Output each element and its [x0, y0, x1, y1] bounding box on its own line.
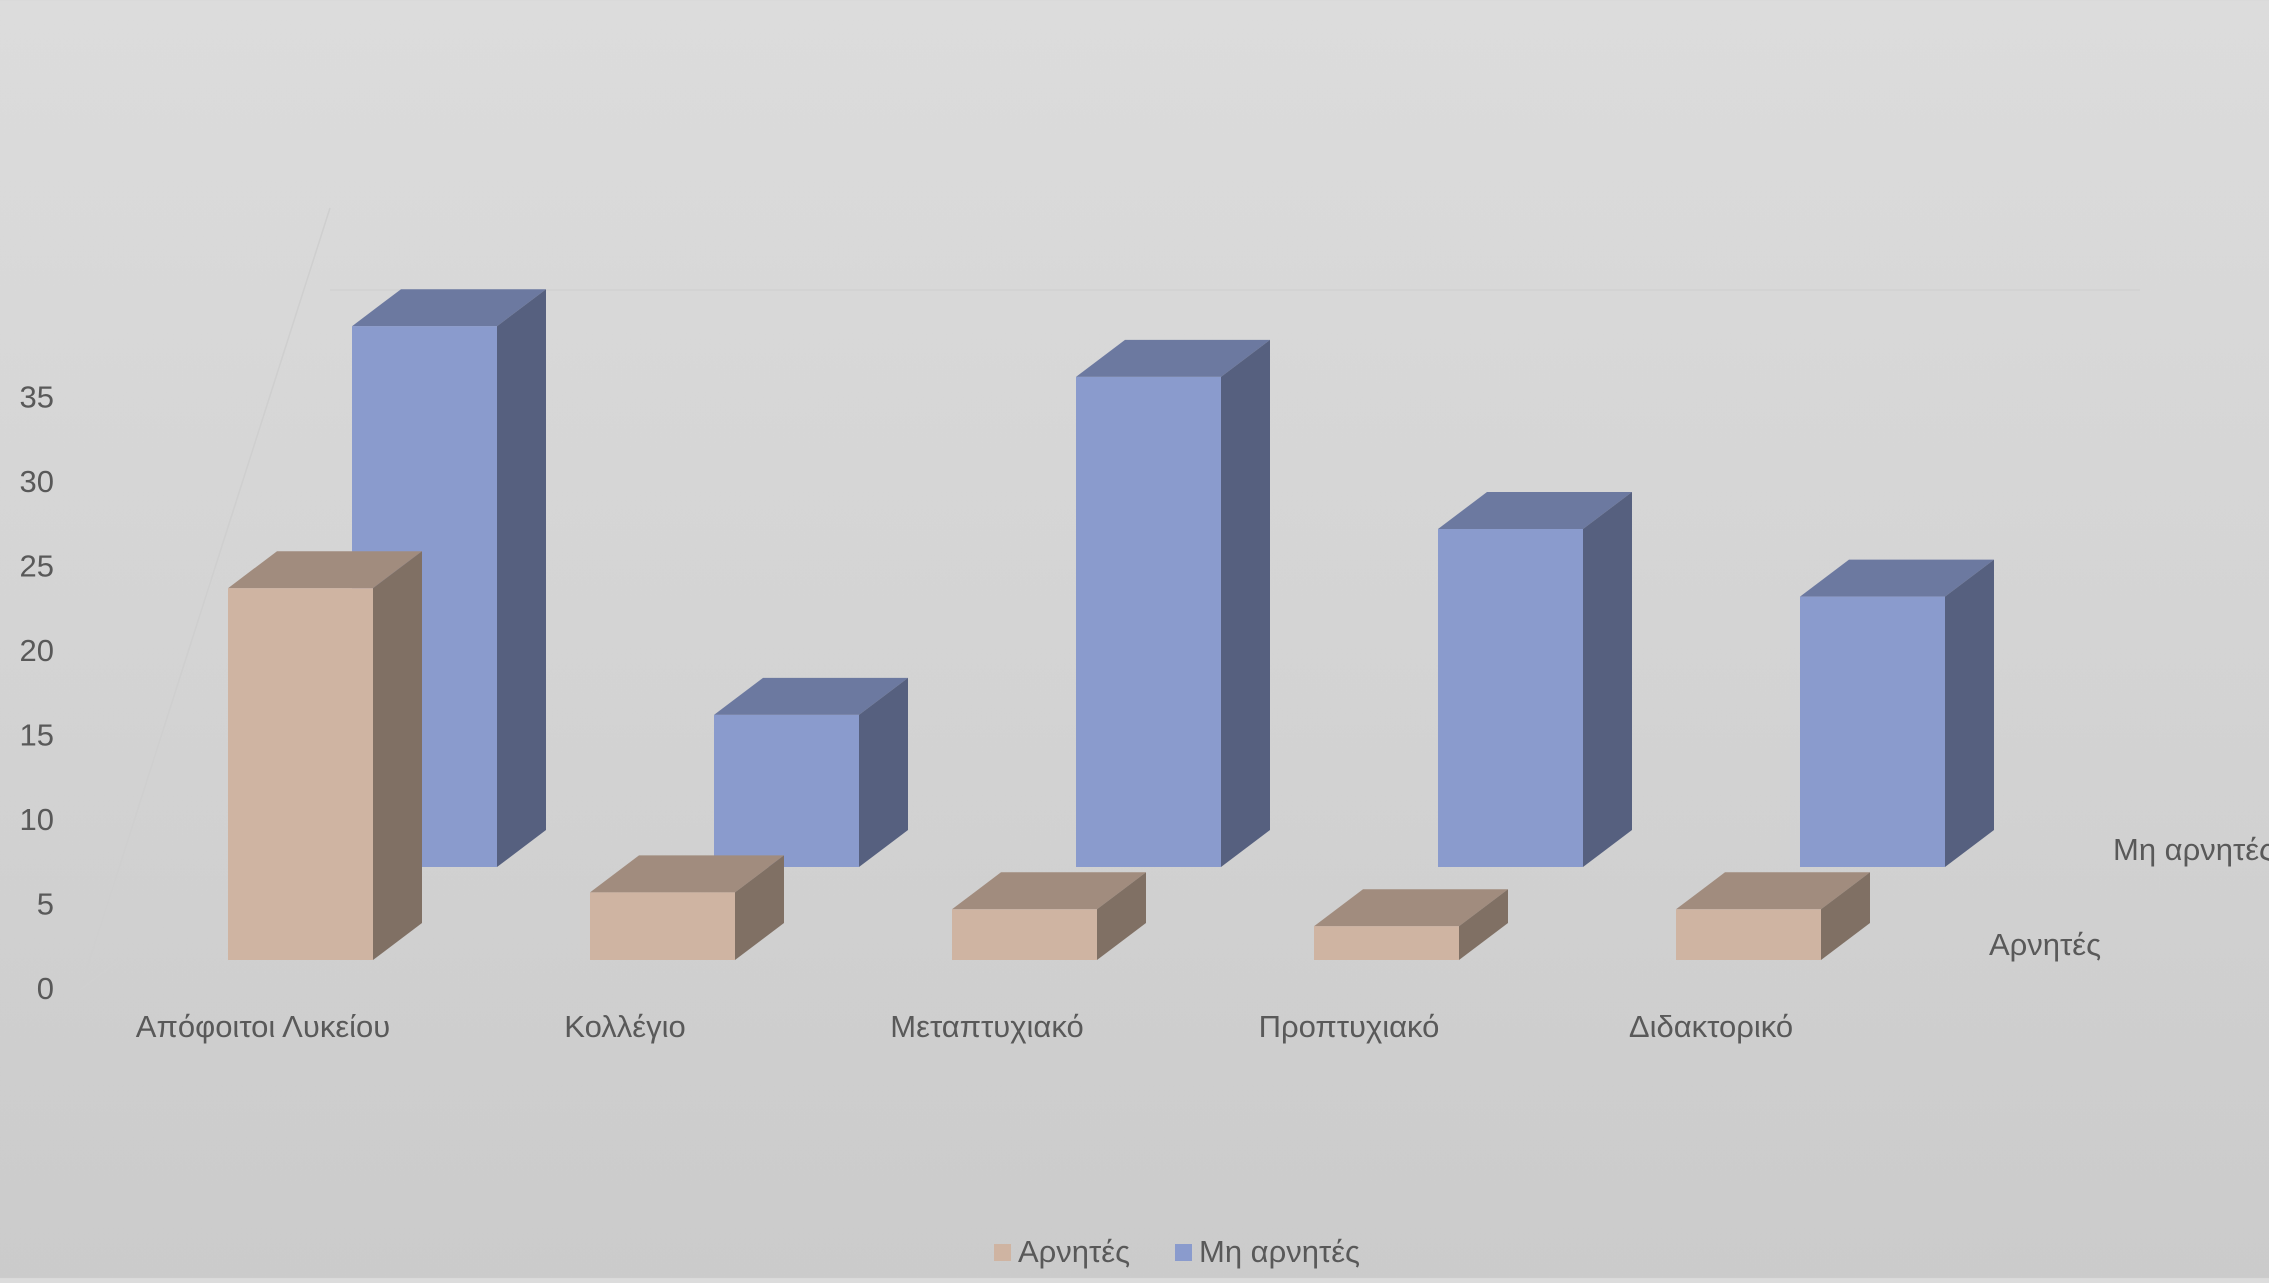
y-tick-label: 25 — [20, 549, 54, 584]
bar-mi-arnites-side — [1945, 559, 1994, 867]
y-tick-label: 5 — [37, 887, 54, 922]
bar-mi-arnites — [1438, 529, 1583, 867]
y-tick-label: 20 — [20, 633, 54, 668]
legend-swatch-arnites — [994, 1244, 1011, 1261]
legend-label-mi-arnites: Μη αρνητές — [1199, 1234, 1360, 1269]
bar-mi-arnites — [714, 714, 859, 867]
y-tick-label: 30 — [20, 464, 54, 499]
bar-arnites-top — [590, 855, 784, 893]
bar-arnites-top — [952, 872, 1146, 910]
bar-mi-arnites — [1800, 596, 1945, 867]
bar-arnites-side — [1821, 872, 1870, 960]
bar-arnites — [1314, 926, 1459, 960]
bar-mi-arnites-side — [497, 289, 546, 867]
y-tick-label: 15 — [20, 718, 54, 753]
y-tick-label: 0 — [37, 971, 54, 1006]
bar-mi-arnites-side — [859, 677, 908, 867]
legend-label-arnites: Αρνητές — [1018, 1234, 1130, 1269]
category-label: Μεταπτυχιακό — [890, 1009, 1083, 1044]
category-label: Προπτυχιακό — [1259, 1009, 1440, 1044]
bar-arnites-top — [228, 551, 422, 589]
bar-mi-arnites-top — [1438, 492, 1632, 529]
bar-arnites-top — [1676, 872, 1870, 910]
side-wall-edge — [79, 207, 331, 991]
bar-mi-arnites-top — [714, 677, 908, 715]
bar-arnites-side — [373, 551, 422, 960]
bar-arnites-side — [1459, 889, 1508, 960]
bar-arnites-top — [1314, 889, 1508, 927]
bar-mi-arnites-top — [1076, 339, 1270, 377]
y-tick-label: 35 — [20, 380, 54, 415]
depth-axis-label: Αρνητές — [1989, 927, 2101, 962]
y-tick-label: 10 — [20, 802, 54, 837]
legend-swatch-mi-arnites — [1175, 1244, 1192, 1261]
bar-mi-arnites-side — [1221, 339, 1270, 867]
bar-mi-arnites-top — [1800, 559, 1994, 597]
category-label: Κολλέγιο — [564, 1009, 685, 1044]
bar-arnites — [228, 588, 373, 960]
bar-mi-arnites-top — [352, 289, 546, 327]
category-label: Διδακτορικό — [1629, 1009, 1793, 1044]
depth-axis-label: Μη αρνητές — [2113, 832, 2269, 867]
bar-arnites-side — [735, 855, 784, 960]
bar-arnites — [952, 909, 1097, 960]
bar-arnites-side — [1097, 872, 1146, 960]
bar-arnites — [1676, 909, 1821, 960]
bar-arnites — [590, 892, 735, 960]
bar-mi-arnites-side — [1583, 492, 1632, 867]
bar-mi-arnites — [1076, 376, 1221, 867]
category-label: Απόφοιτοι Λυκείου — [136, 1009, 390, 1044]
